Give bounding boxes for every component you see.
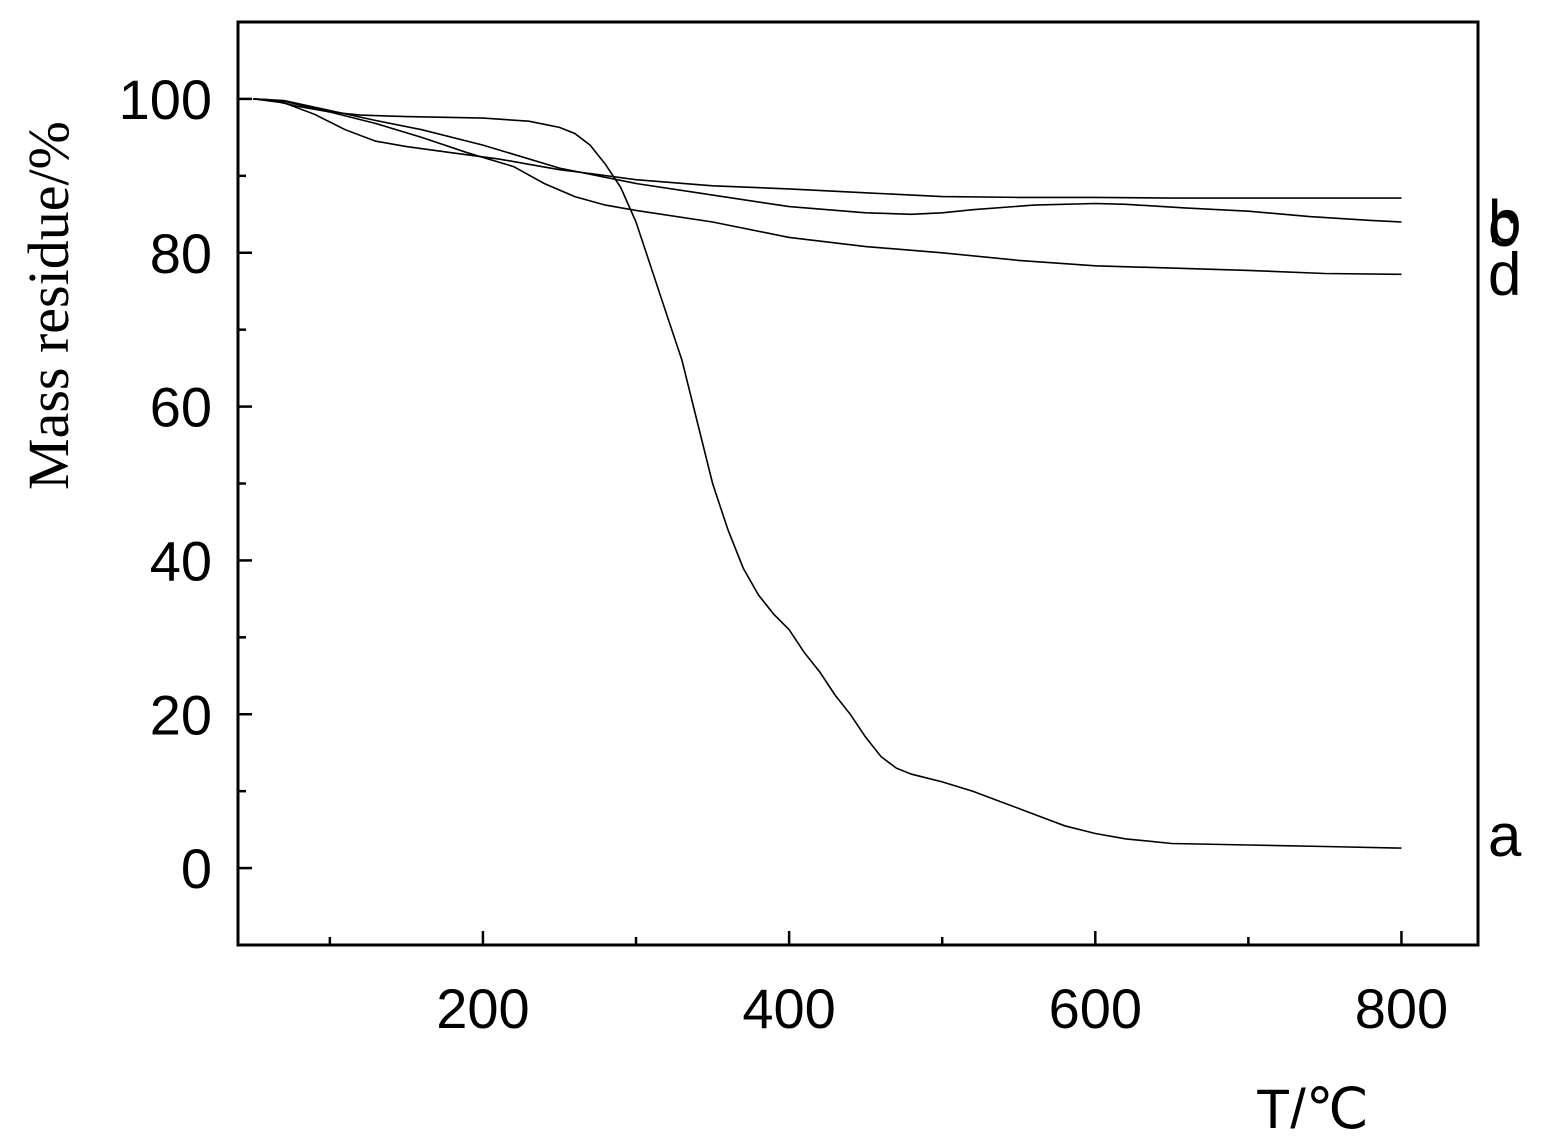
y-tick-label: 40 — [150, 529, 212, 592]
series-label-a: a — [1488, 802, 1522, 869]
series-label-d: d — [1488, 240, 1521, 307]
series-lines — [253, 98, 1402, 849]
series-label-c: c — [1488, 192, 1518, 259]
y-axis-title: Mass residue/% — [16, 121, 81, 490]
series-labels: a bcd — [1488, 188, 1522, 869]
y-tick-label: 60 — [150, 376, 212, 439]
x-tick-label: 400 — [742, 977, 835, 1040]
plot-frame — [236, 20, 1480, 947]
series-line-c — [253, 98, 1402, 199]
y-tick-label: 80 — [150, 222, 212, 285]
y-tick-label: 20 — [150, 683, 212, 746]
y-tick-label: 100 — [119, 68, 212, 131]
tick-labels: 200 400 600 800 0 20 40 60 80 100 — [119, 68, 1449, 1040]
y-tick-label: 0 — [181, 837, 212, 900]
x-tick-label: 600 — [1049, 977, 1142, 1040]
axis-ticks — [238, 97, 1403, 945]
x-tick-label: 800 — [1355, 977, 1448, 1040]
series-line-a — [253, 98, 1402, 849]
series-label-b: b — [1488, 188, 1521, 255]
x-axis-title: T/℃ — [1256, 1077, 1369, 1140]
series-line-d — [253, 98, 1402, 276]
series-line-b — [253, 98, 1402, 223]
x-tick-label: 200 — [436, 977, 529, 1040]
